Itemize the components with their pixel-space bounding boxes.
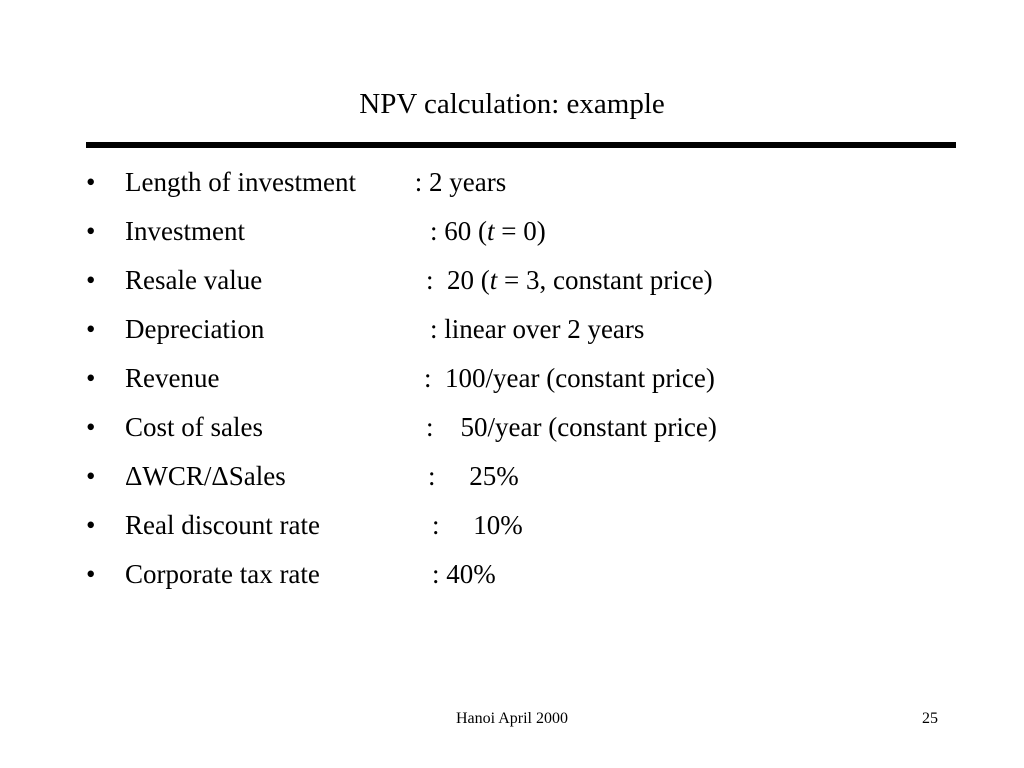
slide-title: NPV calculation: example — [359, 88, 665, 120]
list-item-cost-of-sales: • Cost of sales : 50/year (constant pric… — [86, 405, 966, 454]
bullet-icon: • — [86, 314, 96, 344]
list-item-real-discount-rate: • Real discount rate : 10% — [86, 503, 966, 552]
bullet-list: • Length of investment : 2 years • Inves… — [86, 160, 966, 601]
bullet-icon: • — [86, 559, 96, 589]
bullet-icon: • — [86, 167, 96, 197]
bullet-icon: • — [86, 510, 96, 540]
page-number: 25 — [922, 710, 938, 727]
list-item-length-of-investment: • Length of investment : 2 years — [86, 160, 966, 209]
item-value: : 25% — [428, 461, 519, 491]
bullet-icon: • — [86, 265, 96, 295]
item-label: Revenue — [125, 363, 220, 393]
item-value: : 10% — [432, 510, 523, 540]
title-divider — [86, 142, 956, 148]
list-item-corporate-tax-rate: • Corporate tax rate : 40% — [86, 552, 966, 601]
bullet-icon: • — [86, 216, 96, 246]
list-item-resale-value: • Resale value : 20 (t = 3, constant pri… — [86, 258, 966, 307]
footer-text: Hanoi April 2000 — [456, 710, 568, 727]
item-label: Investment — [125, 216, 245, 246]
item-value: : 40% — [432, 559, 496, 589]
item-value: : linear over 2 years — [430, 314, 645, 344]
variable-t: t — [487, 216, 495, 246]
bullet-icon: • — [86, 461, 96, 491]
item-value: : 100/year (constant price) — [424, 363, 715, 393]
list-item-revenue: • Revenue : 100/year (constant price) — [86, 356, 966, 405]
list-item-wcr-sales: • ΔWCR/ΔSales : 25% — [86, 454, 966, 503]
bullet-icon: • — [86, 412, 96, 442]
item-label: Resale value — [125, 265, 263, 295]
item-label: Cost of sales — [125, 412, 263, 442]
item-label: ΔWCR/ΔSales — [125, 461, 286, 491]
item-value: : 20 (t = 3, constant price) — [426, 265, 713, 295]
item-label: Corporate tax rate — [125, 559, 320, 589]
item-label: Length of investment — [125, 167, 356, 197]
list-item-depreciation: • Depreciation : linear over 2 years — [86, 307, 966, 356]
item-value: : 60 (t = 0) — [430, 216, 546, 246]
item-value: : 50/year (constant price) — [426, 412, 717, 442]
variable-t: t — [489, 265, 498, 295]
list-item-investment: • Investment : 60 (t = 0) — [86, 209, 966, 258]
item-label: Depreciation — [125, 314, 265, 344]
item-value: : 2 years — [408, 167, 507, 197]
bullet-icon: • — [86, 363, 96, 393]
item-label: Real discount rate — [125, 510, 320, 540]
